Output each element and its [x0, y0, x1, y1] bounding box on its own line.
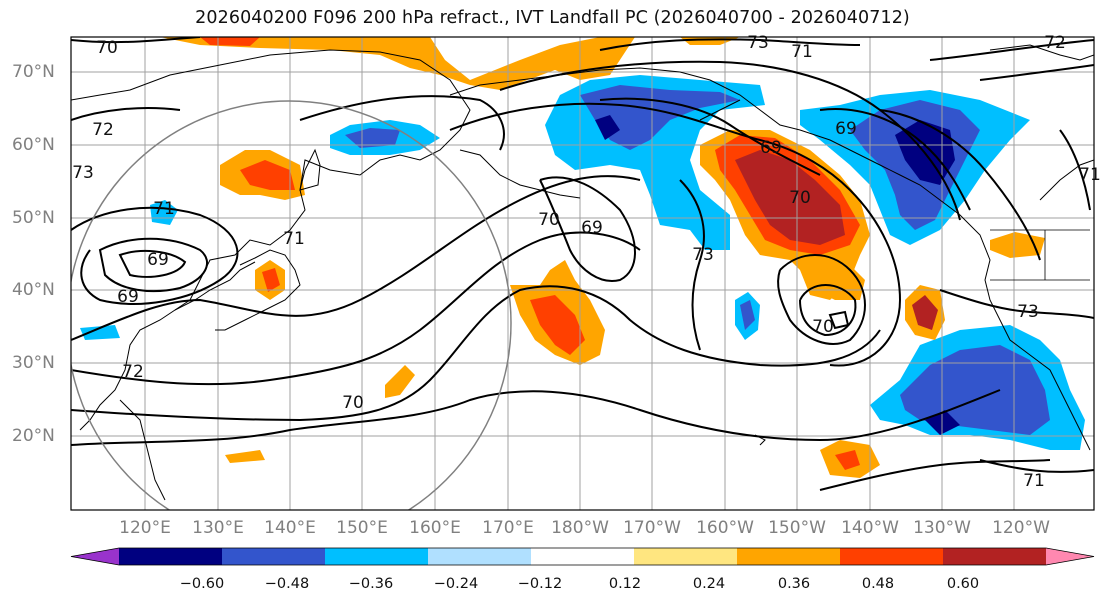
contour-label: 69 — [147, 250, 169, 270]
contour-labels: 70 73 72 71 72 73 69 69 71 70 69 73 70 7… — [72, 33, 1101, 491]
contour-label: 71 — [153, 199, 175, 219]
contour-label: 72 — [122, 362, 144, 382]
lon-label: 120°W — [992, 518, 1050, 538]
contour-label: 73 — [747, 33, 769, 53]
contour-label: 69 — [835, 119, 857, 139]
lon-label: 140°W — [841, 518, 899, 538]
contour-label: 73 — [692, 245, 714, 265]
contour-label: 70 — [342, 393, 364, 413]
colorbar-tick-label: −0.36 — [348, 576, 394, 592]
contour-label: 73 — [72, 163, 94, 183]
lon-label: 130°E — [192, 518, 244, 538]
colorbar-outline — [70, 547, 1095, 566]
colorbar-segment — [325, 548, 429, 565]
contour-label: 71 — [791, 42, 813, 62]
contour-label: 70 — [812, 317, 834, 337]
contour-label: 69 — [581, 218, 603, 238]
colorbar-tick-label: 0.24 — [692, 576, 726, 592]
colorbar-segment — [222, 548, 326, 565]
colorbar-tick-label: −0.48 — [264, 576, 310, 592]
lon-label: 150°W — [768, 518, 826, 538]
colorbar-segment — [531, 548, 635, 565]
lat-label: 20°N — [12, 426, 55, 446]
lon-label: 140°E — [264, 518, 316, 538]
contour-label: 71 — [1023, 471, 1045, 491]
contour-label: 72 — [92, 120, 114, 140]
contour-label: 70 — [538, 210, 560, 230]
lon-label: 160°W — [696, 518, 754, 538]
contour-label: 69 — [760, 138, 782, 158]
lat-label: 70°N — [12, 62, 55, 82]
lon-label: 170°W — [623, 518, 681, 538]
colorbar-extend-min — [71, 548, 119, 565]
contour-label: 72 — [1044, 33, 1066, 53]
colorbar — [70, 547, 1095, 566]
colorbar-tick-label: −0.24 — [433, 576, 479, 592]
colorbar-tick-label: 0.60 — [946, 576, 980, 592]
contour-label: 73 — [1017, 302, 1039, 322]
colorbar-tick-label: 0.12 — [608, 576, 642, 592]
positive-shading-north — [160, 37, 635, 90]
lon-label: 180°W — [551, 518, 609, 538]
contour-label: 70 — [96, 38, 118, 58]
colorbar-tick-label: 0.48 — [861, 576, 895, 592]
coastlines — [71, 44, 1094, 501]
colorbar-tick-label: −0.60 — [179, 576, 225, 592]
lat-label: 50°N — [12, 208, 55, 228]
colorbar-segment — [119, 548, 223, 565]
lon-label: 150°E — [336, 518, 388, 538]
lat-label: 60°N — [12, 135, 55, 155]
contour-label: 71 — [283, 229, 305, 249]
lon-label: 160°E — [409, 518, 461, 538]
colorbar-extend-max — [1046, 548, 1094, 565]
contour-label: 69 — [117, 287, 139, 307]
map-title: 2026040200 F096 200 hPa refract., IVT La… — [195, 8, 910, 28]
radius-circle — [71, 100, 512, 510]
lon-label: 120°E — [119, 518, 171, 538]
colorbar-tick-label: −0.12 — [517, 576, 563, 592]
lon-label: 170°E — [482, 518, 534, 538]
colorbar-segment — [840, 548, 944, 565]
map-frame — [70, 36, 1095, 511]
contour-label: 70 — [789, 188, 811, 208]
colorbar-tick-label: 0.36 — [777, 576, 811, 592]
colorbar-segment — [634, 548, 738, 565]
colorbar-segment — [943, 548, 1047, 565]
contour-label: 71 — [1079, 165, 1101, 185]
refractivity-contours — [71, 37, 1094, 491]
colorbar-segment — [428, 548, 532, 565]
colorbar-segment — [737, 548, 841, 565]
lat-label: 30°N — [12, 353, 55, 373]
lat-label: 40°N — [12, 280, 55, 300]
lon-label: 130°W — [913, 518, 971, 538]
